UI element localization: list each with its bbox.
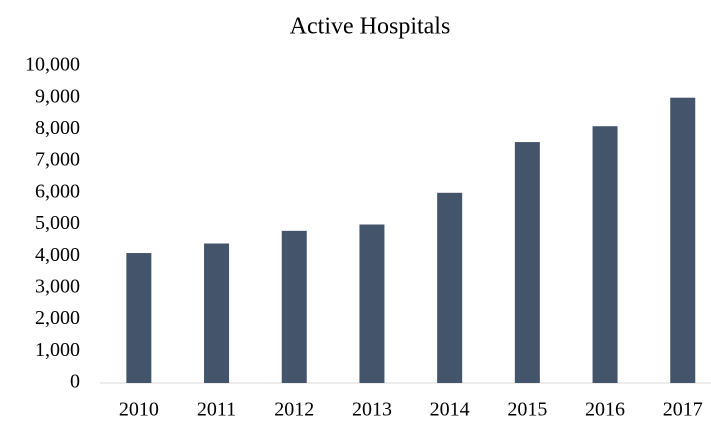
x-tick-label: 2011 (197, 399, 236, 421)
chart-title: Active Hospitals (290, 14, 451, 40)
y-tick-label: 4,000 (35, 244, 80, 266)
y-tick-label: 2,000 (35, 307, 80, 329)
y-tick-label: 0 (70, 371, 80, 393)
x-tick-label: 2016 (585, 399, 625, 421)
y-tick-label: 1,000 (35, 339, 80, 361)
x-tick-label: 2012 (274, 399, 314, 421)
y-tick-label: 5,000 (35, 212, 80, 234)
x-tick-label: 2017 (663, 399, 703, 421)
bar (514, 142, 540, 383)
bar (670, 97, 696, 383)
bar (592, 126, 618, 383)
y-tick-label: 10,000 (25, 54, 80, 76)
x-tick-label: 2010 (119, 399, 159, 421)
y-tick-label: 3,000 (35, 275, 80, 297)
bar (126, 253, 152, 383)
y-tick-label: 8,000 (35, 117, 80, 139)
y-tick-label: 6,000 (35, 180, 80, 202)
y-tick-label: 7,000 (35, 149, 80, 171)
y-tick-label: 9,000 (35, 85, 80, 107)
bar (204, 243, 230, 383)
x-tick-label: 2013 (352, 399, 392, 421)
bar (281, 230, 307, 383)
bar (437, 192, 463, 383)
x-tick-label: 2015 (507, 399, 547, 421)
x-tick-label: 2014 (430, 399, 470, 421)
bar (359, 224, 385, 383)
